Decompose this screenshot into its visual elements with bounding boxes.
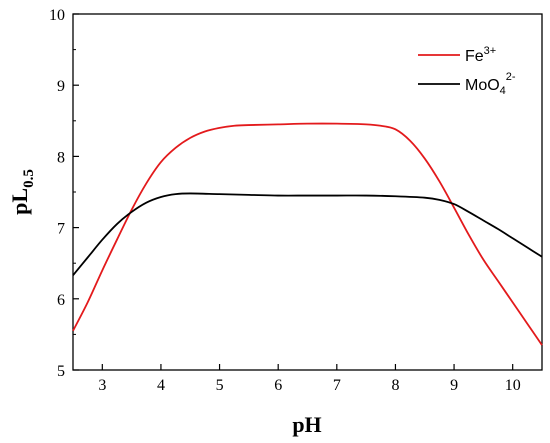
legend-label-fe: Fe3+ <box>465 45 496 65</box>
legend: Fe3+ MoO42- <box>418 45 516 97</box>
series-lines <box>72 122 543 346</box>
legend-fe-main: Fe <box>465 48 484 65</box>
legend-moo4-sup: 2- <box>506 71 516 83</box>
x-tick-label: 8 <box>391 377 399 394</box>
x-tick-label: 6 <box>274 377 282 394</box>
y-axis-title: pL0.5 <box>7 169 37 215</box>
y-tick-label: 5 <box>57 363 65 380</box>
legend-label-moo4: MoO42- <box>465 71 516 97</box>
y-tick-label: 7 <box>57 221 65 238</box>
y-tick-label: 8 <box>57 149 65 166</box>
x-axis-title: pH <box>292 412 321 437</box>
x-tick-label: 4 <box>157 377 165 394</box>
axis-ticks: 3 4 5 6 7 8 9 10 5 6 7 8 9 10 <box>49 7 521 394</box>
series-line-1 <box>72 192 543 276</box>
y-tick-label: 10 <box>49 7 65 24</box>
x-tick-label: 9 <box>450 377 458 394</box>
plot-frame <box>72 13 543 371</box>
x-tick-label: 10 <box>505 377 521 394</box>
x-tick-label: 3 <box>98 377 106 394</box>
legend-fe-sup: 3+ <box>484 45 497 57</box>
x-tick-label: 5 <box>216 377 224 394</box>
legend-moo4-main: MoO <box>465 77 500 94</box>
x-tick-label: 7 <box>333 377 341 394</box>
legend-moo4-sub: 4 <box>500 85 506 97</box>
y-axis-title-main: pL <box>7 188 32 215</box>
series-line-0 <box>72 122 543 346</box>
y-tick-label: 6 <box>57 292 65 309</box>
y-axis-title-sub: 0.5 <box>21 169 37 188</box>
y-tick-label: 9 <box>57 78 65 95</box>
